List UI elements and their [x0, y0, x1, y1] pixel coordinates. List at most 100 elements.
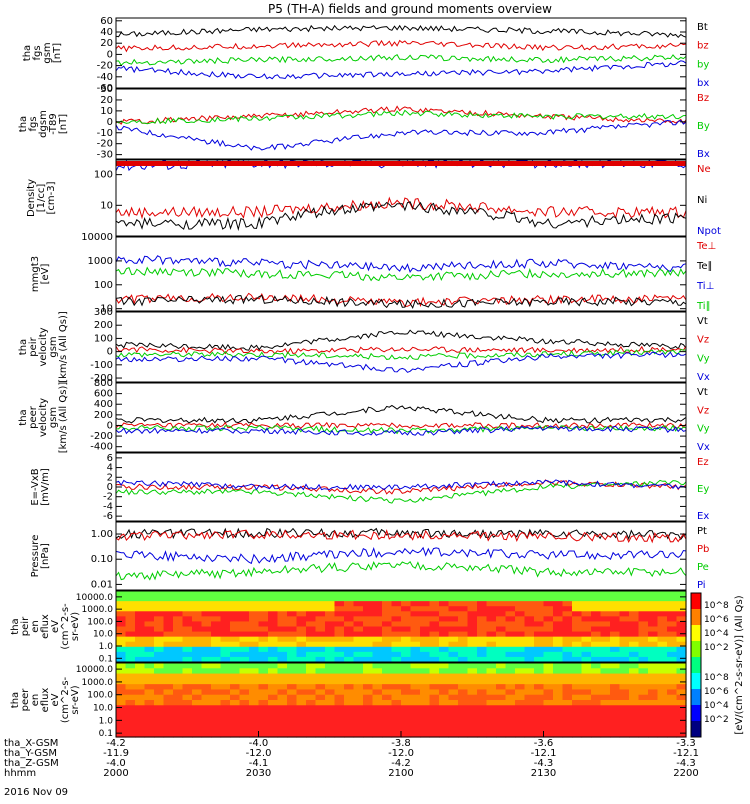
y-tick-label: -400 — [90, 442, 113, 453]
spectrogram-cell — [135, 641, 146, 648]
spectrogram-cell — [163, 656, 174, 663]
spectrogram-cell — [287, 601, 298, 607]
spectrogram-cell — [505, 700, 516, 706]
spectrogram-cell — [192, 678, 203, 685]
spectrogram-cell — [382, 673, 393, 680]
spectrogram-cell — [230, 700, 241, 706]
spectrogram-cell — [477, 641, 488, 648]
spectrogram-cell — [363, 715, 374, 722]
spectrogram-cell — [154, 705, 165, 712]
spectrogram-cell — [230, 721, 241, 728]
spectrogram-cell — [477, 700, 488, 706]
x-tick-label: -12.1 — [531, 748, 557, 759]
spectrogram-cell — [458, 636, 469, 643]
spectrogram-cell — [667, 678, 678, 685]
spectrogram-cell — [334, 689, 345, 696]
spectrogram-cell — [610, 596, 621, 602]
spectrogram-cell — [667, 721, 678, 728]
spectrogram-cell — [268, 606, 279, 612]
spectrogram-cell — [258, 668, 269, 675]
spectrogram-cell — [163, 689, 174, 696]
spectrogram-cell — [676, 694, 687, 701]
spectrogram-cell — [467, 646, 478, 653]
spectrogram-cell — [638, 611, 649, 617]
spectrogram-cell — [515, 684, 526, 691]
spectrogram-cell — [296, 726, 307, 733]
spectrogram-cell — [135, 684, 146, 691]
spectrogram-cell — [125, 726, 136, 733]
spectrogram-cell — [486, 621, 497, 628]
spectrogram-cell — [667, 601, 678, 607]
spectrogram-cell — [562, 646, 573, 653]
spectrogram-cell — [382, 596, 393, 602]
spectrogram-cell — [486, 631, 497, 638]
spectrogram-cell — [429, 678, 440, 685]
spectrogram-cell — [515, 705, 526, 712]
spectrogram-cell — [125, 705, 136, 712]
spectrogram-cell — [182, 663, 193, 669]
spectrogram-cell — [429, 700, 440, 706]
spectrogram-cell — [448, 721, 459, 728]
y-label-line: [km/s (All Qs)] — [58, 311, 69, 383]
spectrogram-cell — [648, 601, 659, 607]
y-tick-label: -200 — [90, 431, 113, 442]
spectrogram-cell — [600, 726, 611, 733]
x-tick-label: -4.2 — [106, 738, 126, 749]
spectrogram-cell — [201, 601, 212, 607]
spectrogram-cell — [382, 606, 393, 612]
spectrogram-cell — [410, 606, 421, 612]
spectrogram-cell — [600, 663, 611, 669]
spectrogram-cell — [448, 700, 459, 706]
spectrogram-cell — [363, 726, 374, 733]
spectrogram-cell — [619, 715, 630, 722]
spectrogram-cell — [353, 721, 364, 728]
spectrogram-cell — [572, 726, 583, 733]
spectrogram-cell — [638, 721, 649, 728]
spectrogram-cell — [116, 731, 127, 738]
spectrogram-cell — [657, 710, 668, 717]
colorbar-tick: 10^6 — [704, 615, 729, 625]
spectrogram-cell — [268, 689, 279, 696]
spectrogram-cell — [448, 656, 459, 663]
spectrogram-cell — [116, 694, 127, 701]
spectrogram-cell — [562, 596, 573, 602]
spectrogram-cell — [572, 646, 583, 653]
spectrogram-cell — [144, 656, 155, 663]
spectrogram-cell — [258, 616, 269, 623]
spectrogram-cell — [125, 626, 136, 633]
spectrogram-cell — [667, 663, 678, 669]
spectrogram-cell — [192, 656, 203, 663]
spectrogram-cell — [420, 710, 431, 717]
spectrogram-cell — [363, 731, 374, 738]
spectrogram-cell — [239, 705, 250, 712]
spectrogram-cell — [410, 721, 421, 728]
spectrogram-cell — [648, 715, 659, 722]
spectrogram-cell — [610, 601, 621, 607]
spectrogram-cell — [391, 646, 402, 653]
spectrogram-cell — [420, 731, 431, 738]
spectrogram-cell — [201, 673, 212, 680]
y-tick-label: 0 — [107, 420, 113, 431]
spectrogram-cell — [610, 673, 621, 680]
spectrogram-cell — [477, 596, 488, 602]
spectrogram-cell — [667, 700, 678, 706]
spectrogram-cell — [391, 611, 402, 617]
spectrogram-cell — [534, 715, 545, 722]
spectrogram-cell — [458, 731, 469, 738]
spectrogram-cell — [306, 651, 317, 658]
spectrogram-cell — [268, 591, 279, 597]
spectrogram-cell — [230, 673, 241, 680]
spectrogram-cell — [163, 710, 174, 717]
spectrogram-cell — [144, 731, 155, 738]
spectrogram-cell — [192, 596, 203, 602]
spectrogram-cell — [315, 646, 326, 653]
spectrogram-cell — [439, 616, 450, 623]
spectrogram-cell — [410, 656, 421, 663]
spectrogram-cell — [477, 591, 488, 597]
y-label-line: tha — [10, 692, 21, 708]
spectrogram-cell — [448, 626, 459, 633]
y-tick-label: 30 — [100, 84, 113, 95]
spectrogram-cell — [534, 710, 545, 717]
spectrogram-cell — [296, 700, 307, 706]
